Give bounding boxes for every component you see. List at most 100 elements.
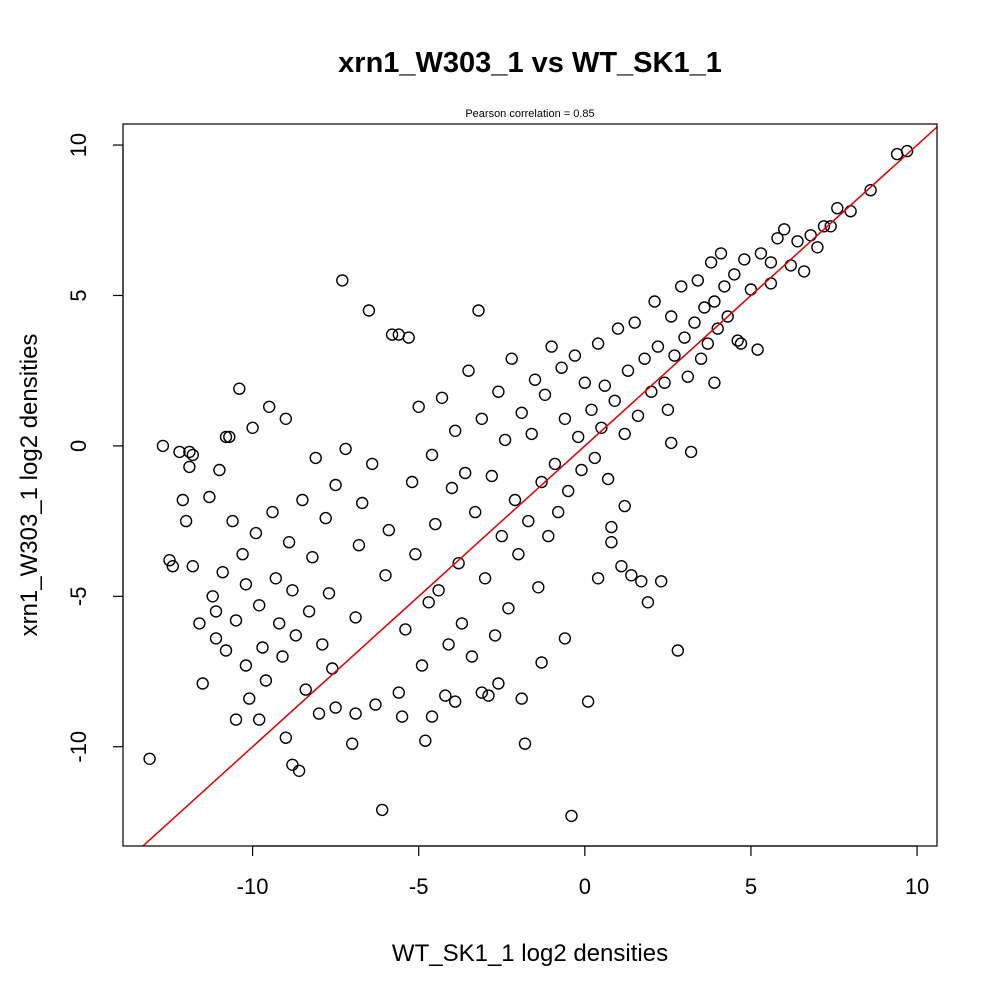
data-point — [498, 433, 512, 447]
data-point — [638, 352, 651, 365]
data-point — [488, 629, 502, 642]
data-point — [472, 304, 485, 317]
data-point — [229, 713, 243, 726]
data-point — [356, 496, 369, 510]
data-point — [731, 334, 744, 347]
fit-line — [141, 126, 937, 846]
data-point — [508, 493, 522, 507]
scatter-points — [143, 144, 914, 823]
data-point — [648, 295, 661, 308]
data-point — [605, 520, 618, 534]
data-point — [595, 421, 608, 434]
data-point — [581, 695, 595, 708]
data-point — [535, 656, 548, 669]
data-point — [226, 514, 239, 528]
data-point — [708, 376, 721, 389]
data-point — [173, 445, 186, 459]
data-point — [309, 451, 322, 465]
data-point — [535, 475, 548, 489]
data-point — [289, 629, 302, 642]
data-point — [213, 463, 226, 477]
data-point — [302, 605, 316, 618]
data-point — [678, 331, 691, 344]
data-point — [651, 340, 665, 353]
data-point — [601, 472, 615, 486]
data-point — [635, 575, 648, 588]
data-point — [399, 623, 412, 636]
data-point — [811, 241, 824, 254]
data-point — [890, 147, 904, 161]
data-point — [326, 662, 339, 675]
data-point — [362, 304, 376, 317]
y-tick-label: 10 — [66, 133, 91, 157]
data-point — [223, 430, 236, 444]
data-point — [728, 268, 741, 281]
data-point — [711, 322, 724, 335]
data-point — [817, 220, 831, 233]
data-point — [618, 427, 631, 441]
data-point — [611, 322, 625, 335]
data-point — [346, 737, 359, 750]
data-point — [366, 457, 379, 471]
data-point — [319, 511, 332, 525]
data-point — [558, 412, 572, 425]
data-point — [465, 650, 479, 663]
data-point — [186, 560, 200, 573]
data-point — [555, 361, 568, 374]
data-point — [442, 638, 455, 651]
y-tick-label: 5 — [66, 289, 91, 301]
data-point — [279, 731, 292, 744]
data-point — [425, 710, 439, 723]
data-point — [219, 644, 233, 657]
data-point — [631, 409, 645, 422]
data-point — [495, 529, 508, 543]
data-point — [179, 514, 193, 528]
x-tick-label: -5 — [409, 874, 429, 899]
data-point — [249, 526, 263, 540]
data-point — [286, 584, 299, 597]
data-point — [714, 247, 728, 260]
data-point — [844, 204, 857, 218]
data-point — [708, 295, 721, 308]
data-point — [831, 201, 844, 215]
data-point — [256, 641, 269, 654]
data-point — [475, 412, 488, 425]
data-point — [385, 328, 399, 341]
data-point — [392, 686, 405, 699]
data-point — [698, 301, 711, 314]
data-point — [548, 457, 562, 471]
data-point — [183, 460, 196, 474]
data-point — [721, 310, 734, 323]
data-point — [734, 337, 748, 350]
data-point — [502, 602, 515, 615]
data-point — [455, 617, 469, 630]
data-point — [704, 256, 718, 269]
data-point — [804, 229, 817, 242]
data-point — [449, 424, 462, 437]
data-point — [518, 737, 532, 750]
data-point — [665, 310, 678, 323]
data-point — [552, 505, 565, 519]
data-point — [409, 548, 422, 561]
data-point — [176, 493, 190, 507]
y-tick-label: -5 — [66, 587, 91, 607]
data-point — [598, 379, 611, 392]
data-point — [382, 523, 395, 537]
data-point — [163, 554, 176, 567]
data-point — [269, 572, 282, 585]
data-point — [246, 421, 259, 434]
data-point — [485, 469, 498, 483]
y-tick-label: 0 — [66, 440, 91, 452]
data-point — [605, 536, 618, 549]
data-point — [419, 734, 432, 747]
data-point — [900, 144, 914, 158]
data-point — [439, 689, 452, 702]
x-tick-label: 5 — [745, 874, 757, 899]
data-point — [542, 529, 555, 543]
data-point — [412, 400, 425, 413]
data-point — [797, 265, 811, 278]
data-point — [432, 584, 445, 597]
data-point — [273, 617, 286, 630]
data-point — [665, 436, 678, 450]
